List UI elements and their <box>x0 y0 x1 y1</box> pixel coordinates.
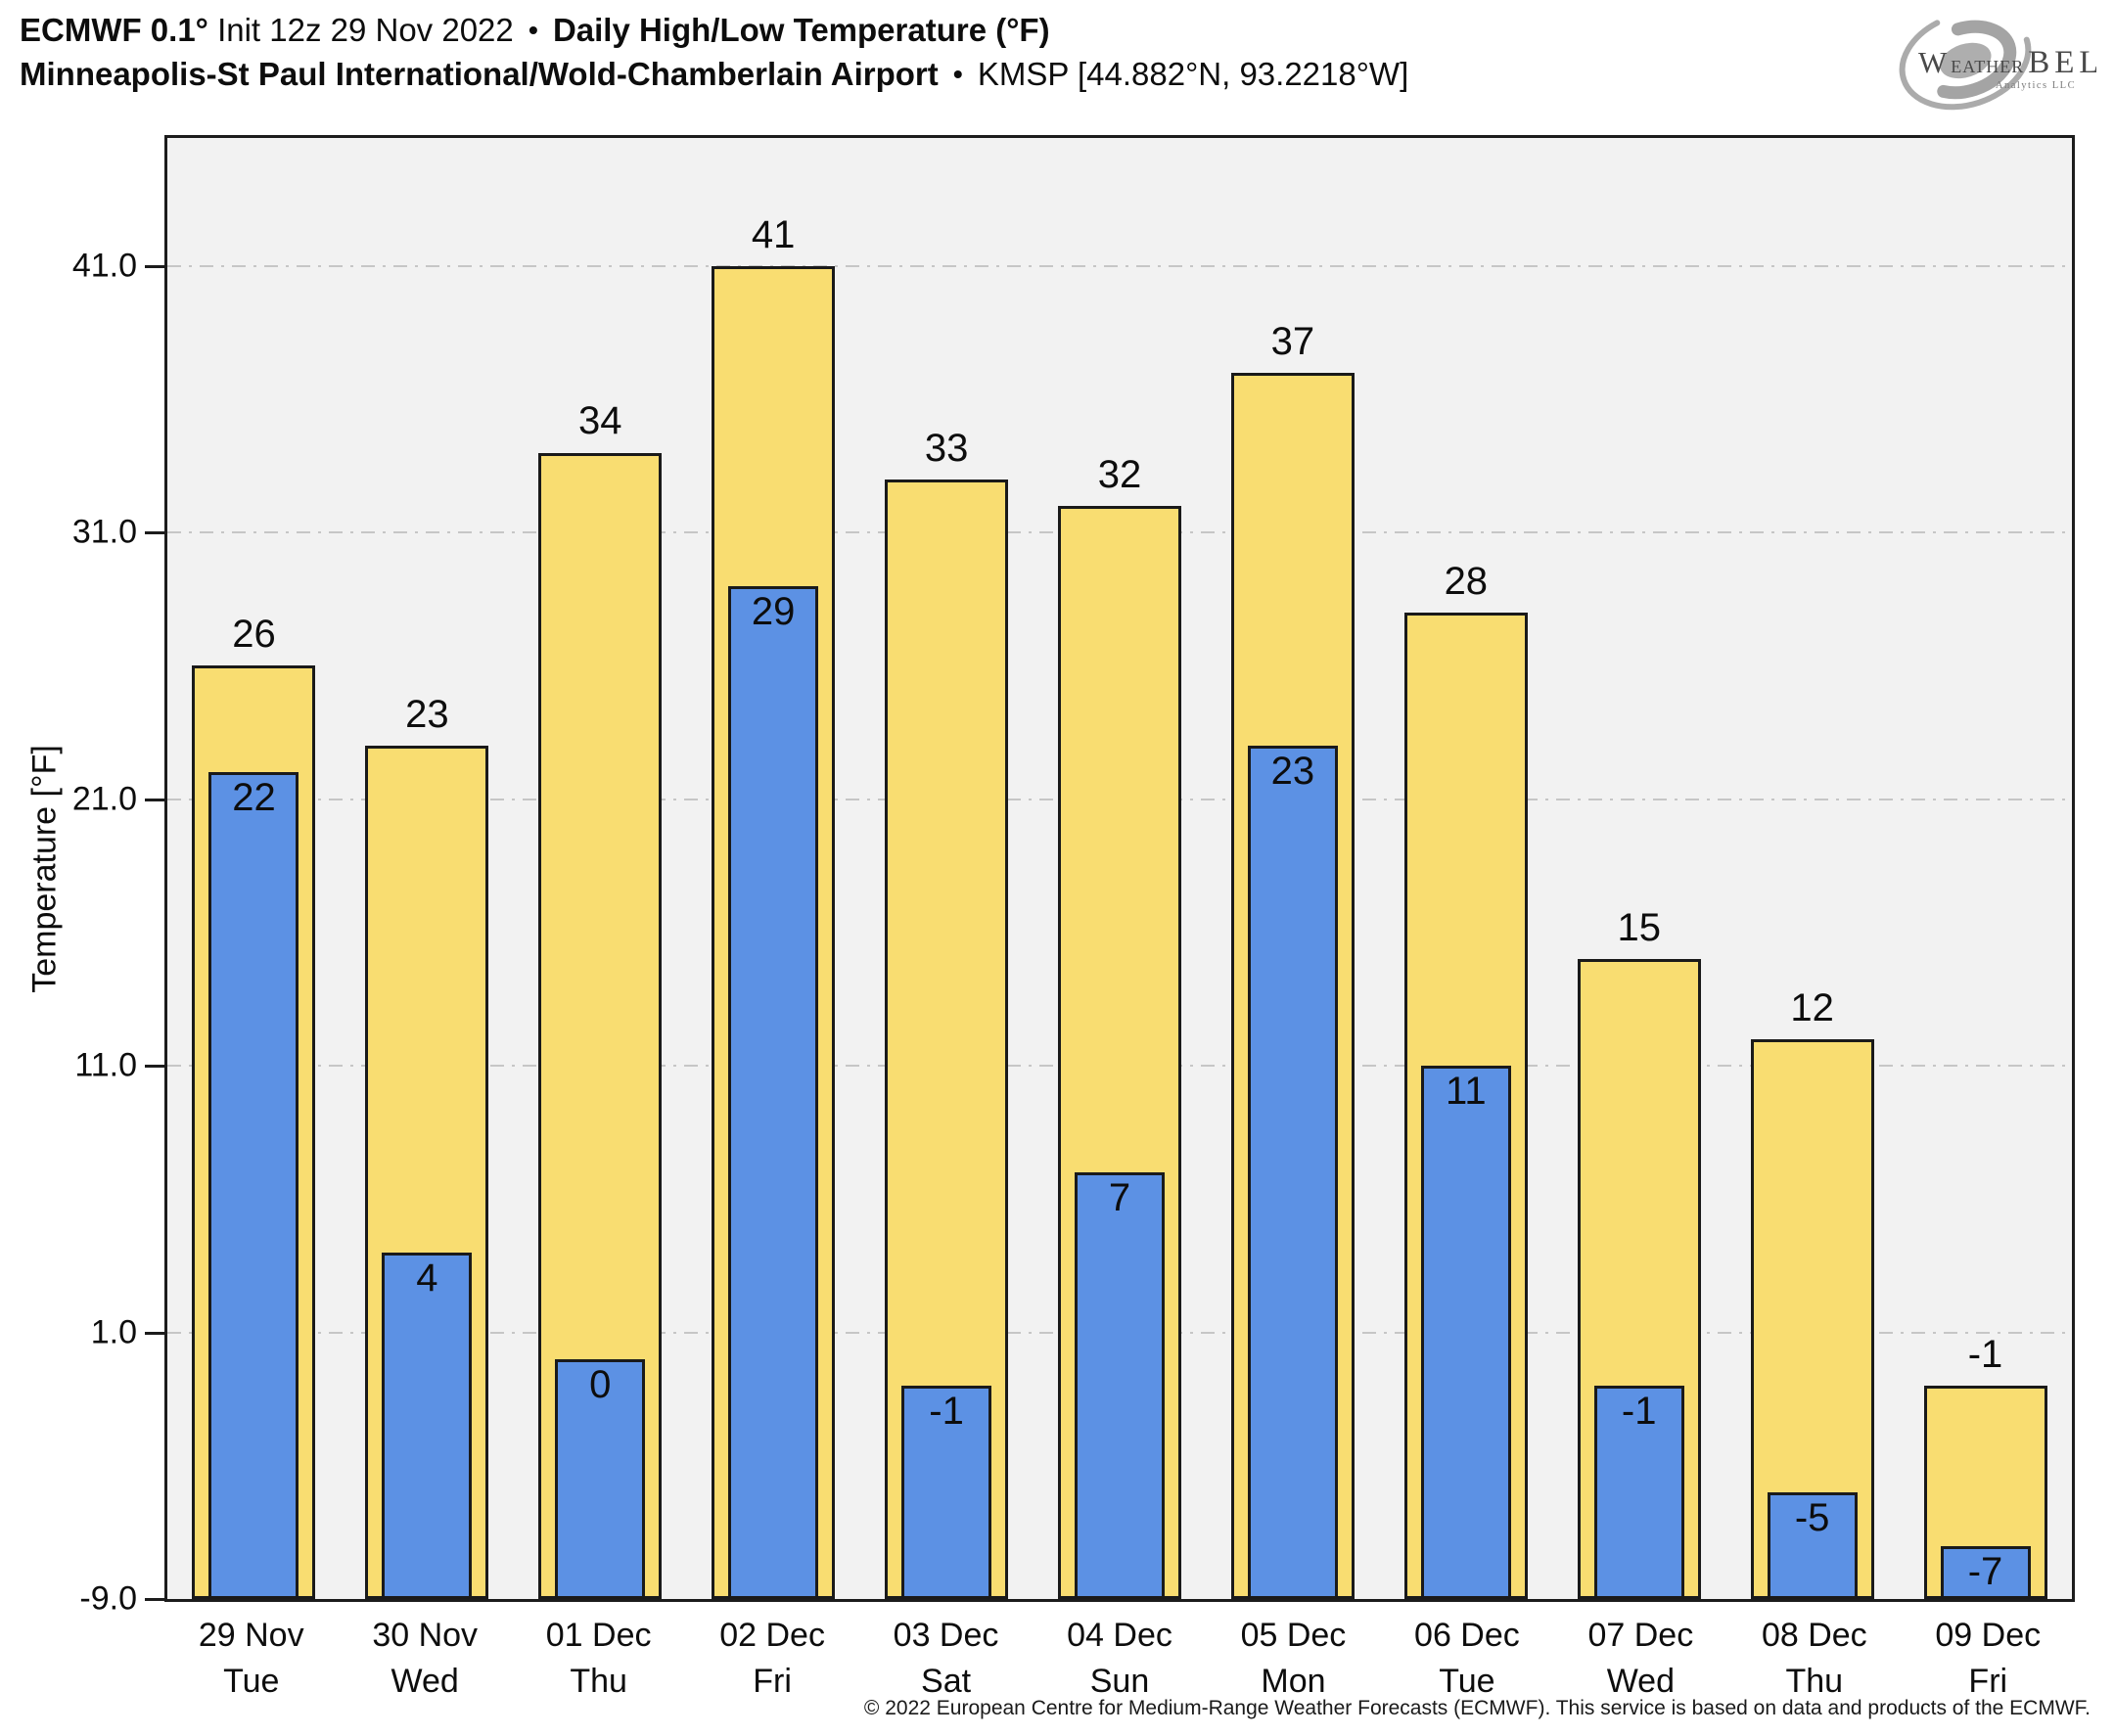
subtitle-bullet: • <box>952 59 963 89</box>
x-date-label: 29 Nov <box>198 1617 304 1654</box>
y-axis: 41.0 31.0 21.0 11.0 1.0 -9.0 <box>0 135 164 1618</box>
x-tick-label: 01 Dec Thu <box>512 1613 685 1705</box>
low-value-label: 22 <box>232 776 276 820</box>
x-date-label: 01 Dec <box>545 1617 652 1654</box>
title-init: Init 12z 29 Nov 2022 <box>217 12 514 48</box>
y-tick-label: 11.0 <box>74 1046 137 1084</box>
low-value-label: -7 <box>1967 1549 2003 1593</box>
x-tick-label: 08 Dec Thu <box>1727 1613 1901 1705</box>
low-bar <box>1075 1172 1165 1599</box>
high-value-label: 15 <box>1617 906 1661 950</box>
plot-area: 26 22 23 4 34 0 41 29 33 -1 32 7 37 23 28 11 15 -1 12 -5 -1 -… <box>164 135 2075 1602</box>
hurricane-swirl-icon <box>1899 9 2032 111</box>
low-value-label: 11 <box>1446 1070 1487 1114</box>
high-value-label: 33 <box>924 426 969 470</box>
high-value-label: 32 <box>1097 452 1142 496</box>
x-tick-label: 03 Dec Sat <box>859 1613 1033 1705</box>
high-value-label: 12 <box>1790 985 1834 1029</box>
x-tick-label: 30 Nov Wed <box>338 1613 511 1705</box>
x-tick-label: 09 Dec Fri <box>1902 1613 2075 1705</box>
y-tick-mark <box>145 798 164 801</box>
title-model: ECMWF 0.1° <box>20 12 208 48</box>
y-tick-label: 31.0 <box>71 513 137 551</box>
x-day-label: Sat <box>921 1663 972 1700</box>
low-value-label: 7 <box>1108 1176 1131 1220</box>
x-day-label: Wed <box>1606 1663 1675 1700</box>
y-tick-mark <box>145 264 164 268</box>
y-tick-label: -9.0 <box>79 1579 137 1618</box>
low-value-label: -1 <box>1621 1390 1657 1434</box>
low-value-label: -1 <box>929 1390 964 1434</box>
x-day-label: Thu <box>570 1663 627 1700</box>
low-bar <box>1420 1066 1511 1599</box>
low-bar <box>555 1358 646 1599</box>
y-tick-label: 21.0 <box>71 780 137 818</box>
low-value-label: 29 <box>751 589 796 633</box>
low-bar <box>1940 1545 2031 1599</box>
high-value-label: 37 <box>1270 319 1315 363</box>
weatherbell-logo: W EATHER BELL Analytics LLC <box>1899 9 2096 111</box>
gridline <box>167 264 2072 267</box>
x-day-label: Tue <box>223 1663 280 1700</box>
x-tick-label: 02 Dec Fri <box>685 1613 858 1705</box>
x-tick-label: 06 Dec Tue <box>1380 1613 1553 1705</box>
x-date-label: 07 Dec <box>1587 1617 1694 1654</box>
x-tick-label: 29 Nov Tue <box>164 1613 338 1705</box>
x-tick-label: 04 Dec Sun <box>1033 1613 1206 1705</box>
x-date-label: 03 Dec <box>893 1617 999 1654</box>
low-value-label: 4 <box>416 1256 438 1300</box>
low-bar <box>1593 1386 1684 1599</box>
low-bar <box>1247 746 1338 1599</box>
title-bullet: • <box>528 15 538 45</box>
low-bar <box>208 772 299 1599</box>
x-day-label: Mon <box>1261 1663 1326 1700</box>
chart-header: ECMWF 0.1° Init 12z 29 Nov 2022 • Daily … <box>20 8 1408 96</box>
x-date-label: 02 Dec <box>719 1617 825 1654</box>
high-value-label: 41 <box>751 212 796 256</box>
high-value-label: 26 <box>232 613 276 657</box>
high-value-label: -1 <box>1967 1333 2003 1377</box>
y-tick-mark <box>145 1331 164 1335</box>
x-date-label: 30 Nov <box>372 1617 479 1654</box>
x-day-label: Thu <box>1785 1663 1844 1700</box>
low-bar <box>728 585 819 1599</box>
logo-wordmark: W EATHER BELL <box>1918 45 2096 80</box>
y-tick-label: 1.0 <box>90 1313 137 1351</box>
low-value-label: -5 <box>1794 1496 1830 1540</box>
x-day-label: Sun <box>1089 1663 1150 1700</box>
y-tick-mark <box>145 531 164 535</box>
high-value-label: 34 <box>578 399 622 443</box>
chart-title: ECMWF 0.1° Init 12z 29 Nov 2022 • Daily … <box>20 8 1408 52</box>
y-tick-mark <box>145 1598 164 1601</box>
x-date-label: 04 Dec <box>1067 1617 1172 1654</box>
low-bar <box>1767 1492 1858 1599</box>
chart-subtitle: Minneapolis-St Paul International/Wold-C… <box>20 52 1408 96</box>
subtitle-station-name: Minneapolis-St Paul International/Wold-C… <box>20 56 939 92</box>
x-day-label: Wed <box>391 1663 459 1700</box>
low-value-label: 0 <box>589 1362 612 1406</box>
y-axis-title: Temperature [°F] <box>25 745 64 993</box>
x-date-label: 05 Dec <box>1240 1617 1347 1654</box>
x-date-label: 09 Dec <box>1935 1617 2042 1654</box>
x-day-label: Tue <box>1439 1663 1495 1700</box>
low-bar <box>901 1386 992 1599</box>
x-axis: 29 Nov Tue 30 Nov Wed 01 Dec Thu 02 Dec Fri 03 D… <box>164 1613 2075 1705</box>
x-tick-label: 05 Dec Mon <box>1207 1613 1380 1705</box>
logo-tagline: Analytics LLC <box>1996 80 2076 91</box>
subtitle-station-coords: KMSP [44.882°N, 93.2218°W] <box>977 56 1409 92</box>
high-value-label: 23 <box>405 693 449 737</box>
x-date-label: 06 Dec <box>1414 1617 1520 1654</box>
copyright-notice: © 2022 European Centre for Medium-Range … <box>863 1697 2091 1719</box>
high-value-label: 28 <box>1444 559 1489 603</box>
title-variable: Daily High/Low Temperature (°F) <box>552 12 1050 48</box>
y-tick-label: 41.0 <box>71 247 137 285</box>
x-tick-label: 07 Dec Wed <box>1554 1613 1727 1705</box>
low-value-label: 23 <box>1270 750 1315 794</box>
x-day-label: Fri <box>753 1663 792 1700</box>
low-bar <box>382 1252 473 1599</box>
x-day-label: Fri <box>1968 1663 2008 1700</box>
x-date-label: 08 Dec <box>1761 1617 1867 1654</box>
y-tick-mark <box>145 1065 164 1069</box>
